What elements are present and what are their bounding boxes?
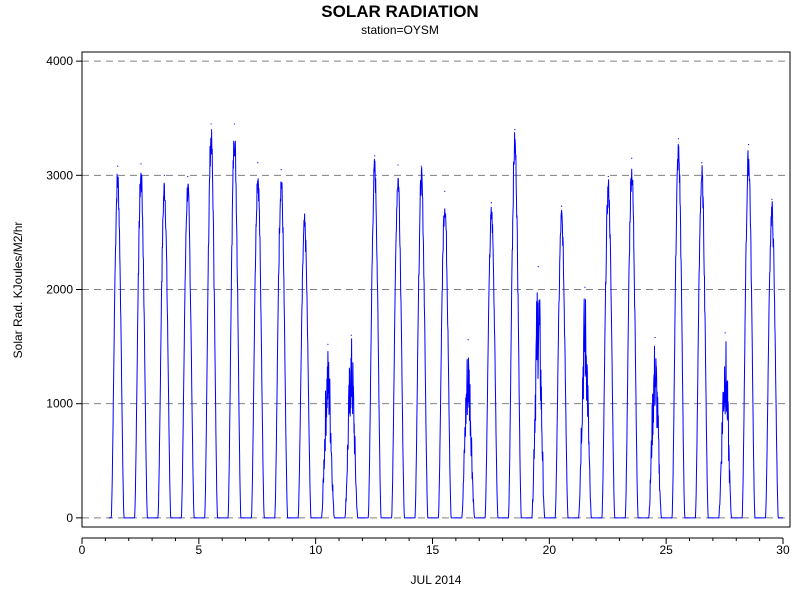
x-tick-label: 20: [543, 543, 557, 557]
daily-peak-point: [303, 213, 306, 215]
daily-peak-point: [397, 164, 399, 166]
y-axis-label: Solar Rad. KJoules/M2/hr: [11, 222, 25, 359]
daily-peak-point: [560, 205, 563, 207]
y-tick-label: 4000: [46, 54, 73, 68]
series-layer: [108, 123, 783, 519]
daily-peak-point: [280, 169, 282, 171]
y-tick-label: 3000: [46, 168, 73, 182]
daily-peak-point: [747, 143, 750, 146]
daily-peak-point: [140, 163, 142, 165]
y-tick-label: 0: [66, 511, 73, 525]
daily-peak-point: [514, 129, 516, 131]
x-tick-label: 5: [195, 543, 202, 557]
x-axis-label: JUL 2014: [411, 573, 462, 587]
daily-peak-point: [607, 175, 609, 178]
daily-peak-point: [537, 266, 539, 268]
daily-peak-point: [233, 123, 236, 125]
daily-peak-point: [257, 162, 259, 164]
y-tick-label: 2000: [46, 283, 73, 297]
daily-peak-point: [724, 332, 726, 334]
daily-peak-point: [327, 343, 329, 345]
daily-peak-point: [420, 165, 422, 167]
chart-title: SOLAR RADIATION: [321, 2, 478, 21]
axes: 0 5 10 15 20 25 30 0 1000 2000 3000 4000: [46, 51, 791, 557]
daily-peak-point: [584, 286, 586, 288]
daily-peak-point: [631, 157, 633, 159]
x-tick-label: 0: [79, 543, 86, 557]
daily-peak-point: [771, 198, 773, 200]
daily-peak-point: [117, 165, 119, 167]
daily-peak-point: [467, 339, 469, 341]
daily-peak-point: [701, 162, 703, 164]
daily-peak-point: [677, 138, 680, 140]
daily-peak-point: [654, 336, 656, 339]
daily-peak-point: [490, 202, 493, 204]
daily-peak-point: [163, 174, 165, 176]
x-tick-label: 15: [426, 543, 440, 557]
x-tick-label: 25: [659, 543, 673, 557]
daily-peak-point: [350, 334, 352, 336]
y-tick-label: 1000: [46, 397, 73, 411]
daily-peak-point: [210, 123, 212, 125]
daily-peak-point: [374, 155, 376, 157]
daily-peak-point: [444, 190, 446, 192]
x-tick-label: 30: [776, 543, 790, 557]
solar-radiation-line: [108, 129, 783, 519]
daily-peak-point: [187, 175, 189, 178]
x-tick-label: 10: [309, 543, 323, 557]
chart-subtitle: station=OYSM: [361, 23, 439, 37]
